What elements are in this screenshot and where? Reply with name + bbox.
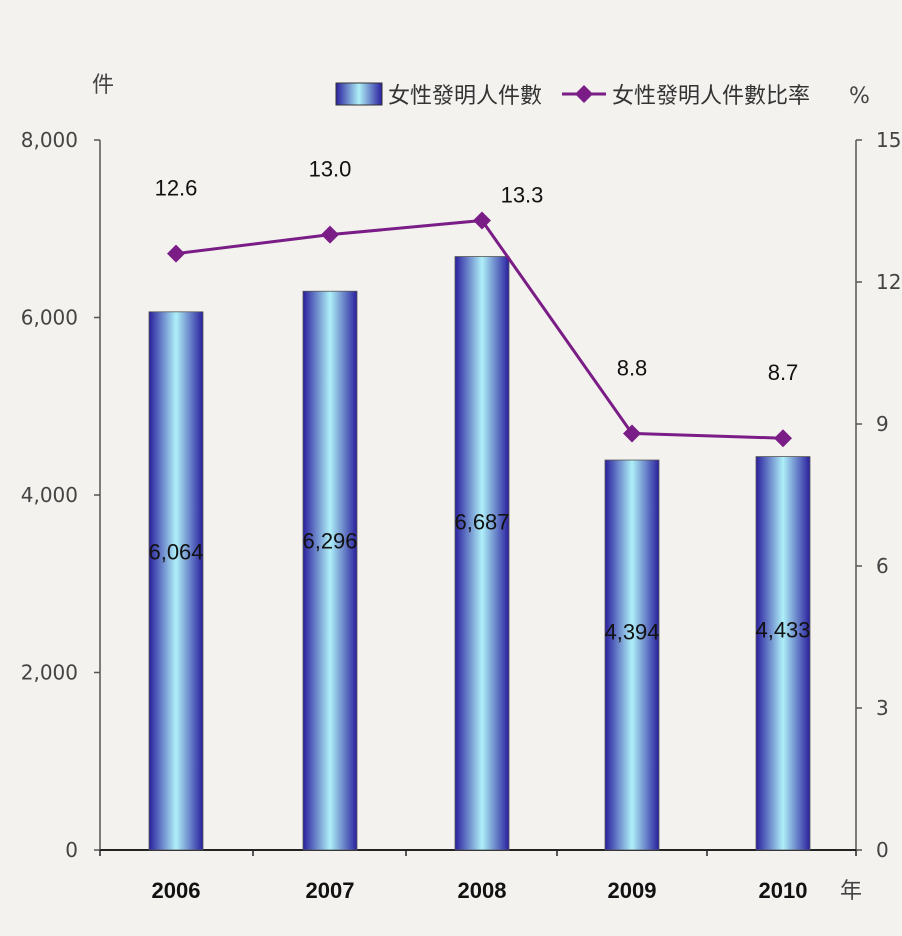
right-tick-label: 9 <box>876 412 889 436</box>
legend-bar-label: 女性發明人件數 <box>388 84 542 109</box>
bar <box>454 256 510 851</box>
left-tick-label: 4,000 <box>21 483 78 507</box>
right-tick-label: 12 <box>876 270 901 294</box>
x-category-label: 2006 <box>152 878 201 903</box>
bar <box>755 456 811 851</box>
ratio-point-label: 13.0 <box>309 157 352 182</box>
left-tick-label: 6,000 <box>21 306 78 330</box>
ratio-point-marker <box>167 244 185 263</box>
left-axis-unit: 件 <box>92 73 114 98</box>
left-tick-label: 8,000 <box>21 128 78 152</box>
left-tick-label: 0 <box>65 838 78 862</box>
ratio-point-marker <box>321 225 339 244</box>
ratio-point-label: 8.7 <box>768 360 799 385</box>
ratio-point-label: 13.3 <box>501 182 544 207</box>
x-category-label: 2009 <box>608 878 657 903</box>
right-tick-label: 0 <box>876 838 889 862</box>
x-category-label: 2007 <box>306 878 355 903</box>
x-category-label: 2008 <box>458 878 507 903</box>
x-axis-unit: 年 <box>840 879 862 904</box>
bar <box>148 311 204 851</box>
ratio-point-marker <box>623 424 641 443</box>
legend-bar-swatch <box>335 82 383 106</box>
bar-value-label: 6,687 <box>454 510 509 535</box>
ratio-point-marker <box>774 429 792 448</box>
legend-line-label: 女性發明人件數比率 <box>612 84 810 109</box>
bar-value-label: 4,394 <box>604 619 659 644</box>
right-tick-label: 6 <box>876 554 889 578</box>
right-tick-label: 15 <box>876 128 901 152</box>
ratio-point-label: 12.6 <box>155 176 198 201</box>
ratio-point-label: 8.8 <box>617 355 648 380</box>
right-axis-unit: % <box>849 84 870 109</box>
ratio-point-marker <box>473 211 491 230</box>
right-tick-label: 3 <box>876 696 889 720</box>
bar-value-label: 6,296 <box>302 528 357 553</box>
bar-value-label: 4,433 <box>755 618 810 643</box>
x-category-label: 2010 <box>759 878 808 903</box>
legend-line-marker <box>575 85 593 103</box>
left-tick-label: 2,000 <box>21 661 78 685</box>
bar-value-label: 6,064 <box>148 539 203 564</box>
bar <box>302 290 358 851</box>
bar <box>604 459 660 851</box>
